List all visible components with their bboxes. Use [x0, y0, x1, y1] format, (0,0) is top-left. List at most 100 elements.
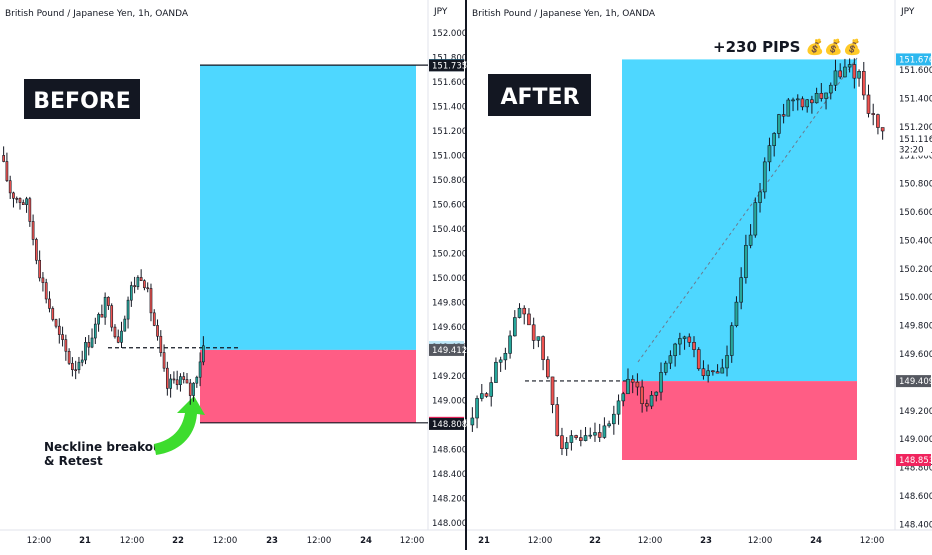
candle-body	[871, 113, 876, 115]
candle-body	[470, 417, 475, 426]
candle-body	[169, 378, 172, 389]
candle-body	[185, 379, 189, 384]
x-tick-label: 24	[810, 536, 822, 546]
candle-body	[120, 330, 123, 343]
y-tick-label: 149.000	[899, 435, 932, 445]
candle-body	[597, 432, 602, 438]
price-badge	[896, 143, 931, 156]
candle-body	[729, 325, 734, 356]
candle-body	[508, 335, 512, 354]
candle-body	[475, 398, 479, 419]
y-tick-label: 149.200	[899, 407, 932, 417]
candle-body	[753, 202, 758, 236]
annotation-line-1: Neckline breakout	[44, 440, 168, 454]
candle-body	[569, 435, 574, 443]
candle-body	[25, 198, 28, 205]
candle-body	[795, 98, 800, 101]
candle-body	[833, 70, 838, 86]
candle-body	[182, 376, 186, 380]
candle-body	[706, 370, 710, 376]
candle-body	[847, 64, 852, 68]
candle-body	[810, 99, 814, 104]
candle-body	[838, 70, 843, 78]
price-badge-label: 151.676	[899, 55, 932, 65]
candle-body	[44, 282, 48, 300]
x-tick-label: 12:00	[120, 536, 145, 546]
candle-body	[71, 363, 74, 371]
candle-body	[51, 308, 55, 320]
candle-body	[484, 393, 489, 397]
candle-body	[579, 437, 583, 441]
y-tick-label: 151.600	[899, 66, 932, 76]
candle-body	[64, 339, 68, 352]
candle-body	[12, 192, 15, 199]
candle-body	[536, 336, 541, 341]
price-badge	[896, 453, 931, 466]
candle-body	[824, 92, 828, 99]
candle-body	[546, 359, 550, 378]
candle-body	[31, 221, 35, 240]
price-badge	[429, 417, 464, 430]
candle-body	[791, 99, 795, 102]
y-tick-label: 149.200	[432, 372, 467, 382]
candle-body	[41, 277, 45, 283]
candle-body	[673, 343, 677, 357]
y-tick-label: 148.800	[899, 464, 932, 474]
candle-body	[687, 336, 692, 343]
y-tick-label: 150.400	[432, 225, 467, 235]
candle-body	[57, 325, 61, 335]
x-tick-label: 12:00	[638, 536, 663, 546]
green-arrow-icon	[154, 396, 205, 455]
y-tick-label: 149.800	[432, 298, 467, 308]
y-tick-label: 148.400	[432, 470, 467, 480]
candle-body	[21, 202, 25, 205]
candle-body	[758, 191, 762, 203]
x-tick-label: 23	[700, 536, 712, 546]
currency-label: JPY	[433, 7, 448, 17]
candle-body	[744, 245, 748, 278]
candle-body	[97, 313, 100, 325]
y-tick-label: 148.600	[432, 445, 467, 455]
candle-body	[612, 413, 616, 425]
projection-line	[637, 57, 858, 363]
candle-body	[621, 393, 626, 402]
candle-body	[48, 298, 51, 309]
candle-body	[692, 341, 696, 350]
y-tick-label: 151.200	[432, 127, 467, 137]
candle-body	[555, 404, 560, 437]
y-tick-label: 150.800	[432, 176, 467, 186]
x-tick-label: 23	[266, 536, 278, 546]
candle-body	[517, 307, 522, 318]
candle-body	[77, 361, 81, 371]
candle-body	[188, 382, 192, 396]
candle-body	[654, 391, 659, 396]
candle-body	[179, 376, 182, 386]
candle-body	[175, 379, 179, 386]
price-badge-label: 151.735	[432, 61, 467, 71]
candle-body	[146, 287, 150, 290]
candle-body	[143, 280, 146, 289]
candle-body	[100, 313, 104, 318]
y-tick-label: 148.200	[432, 494, 467, 504]
candle-body	[103, 296, 107, 318]
candle-body	[149, 288, 153, 314]
candle-body	[133, 285, 136, 288]
candle-body	[805, 99, 809, 108]
chart-title: British Pound / Japanese Yen, 1h, OANDA	[5, 9, 189, 19]
price-badge	[896, 132, 931, 145]
candle-body	[663, 362, 668, 373]
candle-body	[786, 99, 791, 117]
candle-body	[678, 338, 682, 345]
candle-body	[67, 350, 71, 364]
annotation-line-2: & Retest	[44, 454, 103, 468]
candle-body	[198, 361, 202, 378]
price-badge	[896, 375, 931, 388]
chart-title: British Pound / Japanese Yen, 1h, OANDA	[472, 9, 656, 19]
candle-body	[195, 376, 199, 384]
candle-body	[74, 369, 78, 372]
candle-body	[152, 312, 156, 326]
candle-body	[28, 198, 32, 222]
candle-body	[607, 423, 611, 427]
candle-body	[61, 334, 64, 340]
